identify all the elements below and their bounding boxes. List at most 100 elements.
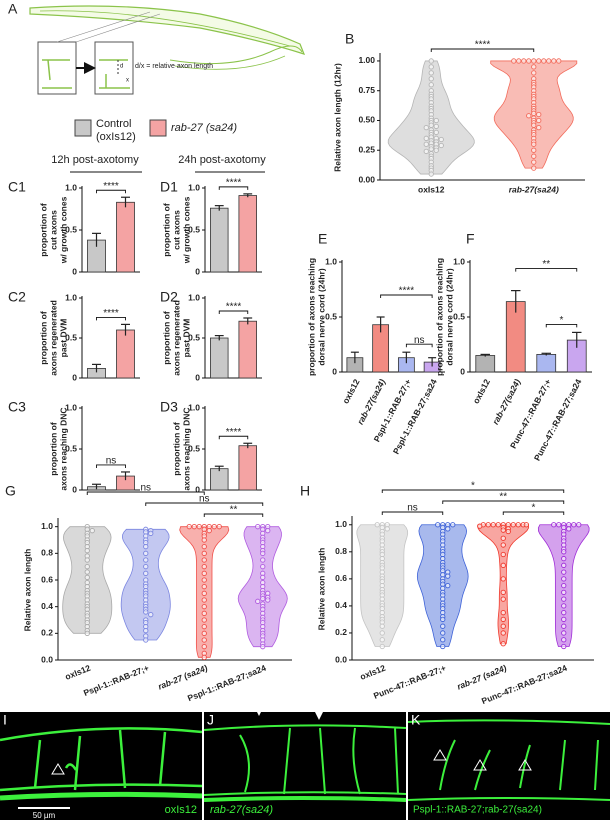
- data-point: [143, 557, 149, 563]
- data-point: [440, 616, 446, 623]
- y-tick-label: 0.5: [65, 332, 77, 342]
- significance-label: ns: [199, 494, 210, 505]
- y-axis-label: w/ growth cones: [181, 196, 191, 264]
- data-point: [500, 562, 506, 568]
- data-point: [526, 58, 532, 64]
- data-point: [255, 524, 261, 530]
- data-point: [211, 524, 217, 530]
- y-axis-label: past DVM: [181, 319, 191, 358]
- data-point: [148, 530, 154, 536]
- data-point: [531, 70, 537, 76]
- significance-label: **: [542, 259, 550, 270]
- data-point: [445, 526, 451, 532]
- data-point: [260, 596, 266, 602]
- data-point: [500, 623, 506, 629]
- panel-label: I: [3, 712, 7, 728]
- data-point: [531, 165, 537, 171]
- scale-bar-label: 50 µm: [33, 811, 56, 820]
- data-point: [201, 584, 207, 590]
- panel-label: D2: [160, 289, 178, 305]
- data-point: [536, 58, 542, 64]
- y-axis-label: Relative axon length (12hr): [332, 63, 342, 172]
- y-tick-label: 0.4: [41, 601, 53, 611]
- significance-bracket: [545, 323, 578, 328]
- data-point: [500, 616, 506, 623]
- x-tick-label: oxIs12: [359, 663, 388, 682]
- data-point: [556, 522, 562, 528]
- bar: [475, 355, 496, 373]
- data-point: [576, 522, 582, 528]
- x-tick-label: oxIs12: [340, 377, 361, 405]
- bar: [210, 337, 229, 379]
- caption: oxIs12: [165, 804, 197, 816]
- data-point: [433, 117, 439, 124]
- y-tick-label: 0.2: [41, 628, 53, 638]
- significance-bracket: [381, 511, 444, 515]
- y-axis-label: cut axons: [48, 210, 58, 250]
- data-point: [428, 76, 434, 82]
- y-tick-label: 1.0: [65, 402, 77, 412]
- data-point: [438, 136, 444, 143]
- significance-label: ****: [226, 178, 242, 189]
- data-point: [435, 522, 441, 528]
- significance-label: **: [230, 505, 238, 516]
- significance-bracket: [96, 464, 126, 468]
- legend-label: Control: [96, 118, 131, 130]
- data-point: [379, 637, 385, 643]
- data-point: [495, 522, 501, 528]
- data-point: [379, 643, 385, 650]
- data-point: [440, 643, 446, 650]
- data-point: [265, 597, 271, 603]
- significance-label: ns: [106, 456, 117, 467]
- data-point: [201, 577, 207, 583]
- data-point: [428, 146, 434, 152]
- data-point: [433, 123, 439, 130]
- data-point: [531, 141, 537, 147]
- data-point: [521, 58, 527, 64]
- data-point: [428, 58, 434, 64]
- y-tick-label: 0: [332, 366, 337, 376]
- data-point: [511, 58, 517, 64]
- significance-label: *: [560, 315, 564, 326]
- data-point: [561, 596, 567, 602]
- data-point: [500, 641, 506, 647]
- significance-bracket: [96, 316, 126, 321]
- data-point: [500, 589, 506, 596]
- significance-label: ns: [140, 483, 151, 494]
- significance-bracket: [380, 294, 433, 298]
- data-point: [201, 654, 207, 660]
- data-point: [201, 610, 207, 616]
- data-point: [561, 630, 567, 636]
- data-point: [265, 528, 271, 534]
- data-point: [201, 550, 207, 556]
- y-tick-label: 0.6: [335, 573, 347, 583]
- x-tick-label: oxIs12: [418, 184, 445, 194]
- annotation: x: [126, 78, 129, 84]
- data-point: [84, 630, 90, 636]
- data-point: [450, 522, 456, 528]
- data-point: [516, 58, 522, 64]
- significance-bracket: [218, 310, 249, 314]
- panel-label: C1: [8, 179, 26, 195]
- data-point: [201, 537, 207, 543]
- data-point: [561, 569, 567, 575]
- y-tick-label: 1.0: [335, 519, 347, 529]
- y-tick-label: 0.50: [358, 115, 375, 125]
- data-point: [500, 551, 506, 558]
- y-axis-label: axons regenerated: [171, 300, 181, 376]
- panel-label: D1: [160, 179, 178, 195]
- panel-label: A: [8, 1, 18, 17]
- data-point: [201, 544, 207, 550]
- significance-label: ****: [103, 181, 119, 192]
- y-tick-label: 0.0: [335, 654, 347, 664]
- y-tick-label: 0: [195, 266, 200, 276]
- data-point: [531, 122, 537, 128]
- data-point: [143, 609, 149, 615]
- data-point: [541, 58, 547, 64]
- y-tick-label: 0.5: [65, 224, 77, 234]
- data-point: [423, 141, 429, 147]
- data-point: [566, 526, 572, 532]
- data-point: [84, 557, 90, 563]
- data-point: [433, 129, 439, 136]
